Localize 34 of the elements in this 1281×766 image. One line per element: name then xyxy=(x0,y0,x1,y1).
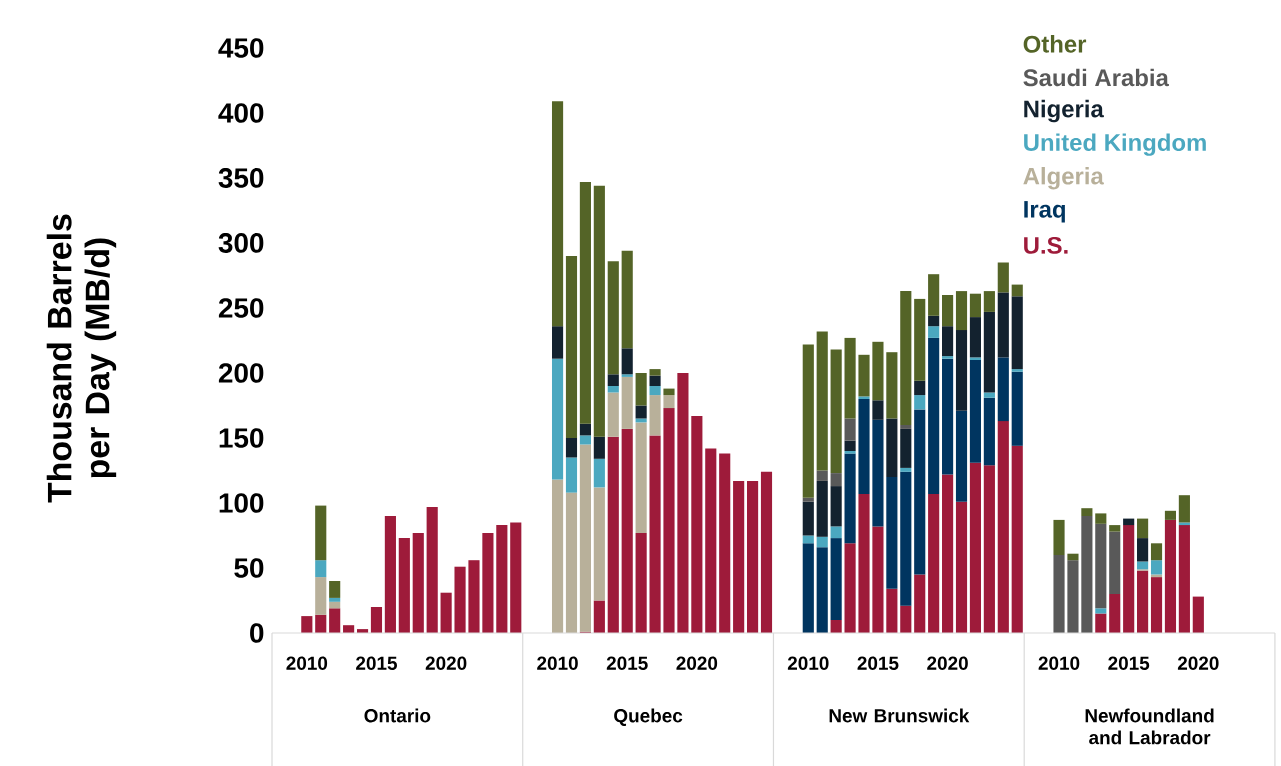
text: Newfoundland and Labrador xyxy=(1085,708,1214,745)
y-tick-label: 300 xyxy=(218,233,264,253)
x-tick-label: 2015 xyxy=(857,656,899,670)
y-tick-label: 150 xyxy=(219,428,264,448)
x-tick-label: 2010 xyxy=(1038,656,1080,670)
text: Other xyxy=(1023,35,1087,53)
x-tick-label: 2010 xyxy=(537,656,578,670)
x-tick-label: 2020 xyxy=(927,656,968,670)
x-tick-label: 2015 xyxy=(1108,656,1150,670)
x-tick-label: 2010 xyxy=(286,656,328,670)
text: Iraq xyxy=(1024,201,1065,223)
x-tick-label: 2020 xyxy=(1177,656,1219,670)
text: U.S. xyxy=(1024,236,1068,254)
text: United Kingdom xyxy=(1024,133,1206,156)
y-tick-label: 400 xyxy=(218,103,264,123)
y-tick-label: 350 xyxy=(218,168,264,188)
text: Saudi Arabia xyxy=(1023,68,1169,87)
y-tick-label: 250 xyxy=(218,298,264,318)
text: New Brunswick xyxy=(829,708,970,723)
y-tick-label: 100 xyxy=(219,493,264,513)
x-tick-label: 2020 xyxy=(425,656,467,670)
x-tick-label: 2010 xyxy=(787,656,829,670)
text: Ontario xyxy=(364,708,431,723)
text: Nigeria xyxy=(1024,99,1104,123)
y-tick-label: 450 xyxy=(218,38,264,58)
x-tick-label: 2015 xyxy=(356,656,397,670)
text: Quebec xyxy=(614,708,683,726)
y-tick-label: 50 xyxy=(234,558,264,578)
x-tick-label: 2020 xyxy=(676,656,718,670)
y-axis-title: Thousand Barrels per Day (MB/d) xyxy=(46,214,117,503)
x-tick-label: 2015 xyxy=(606,656,648,670)
y-tick-label: 200 xyxy=(218,363,264,383)
y-tick-label: 0 xyxy=(250,623,264,643)
text: Algeria xyxy=(1023,167,1104,190)
